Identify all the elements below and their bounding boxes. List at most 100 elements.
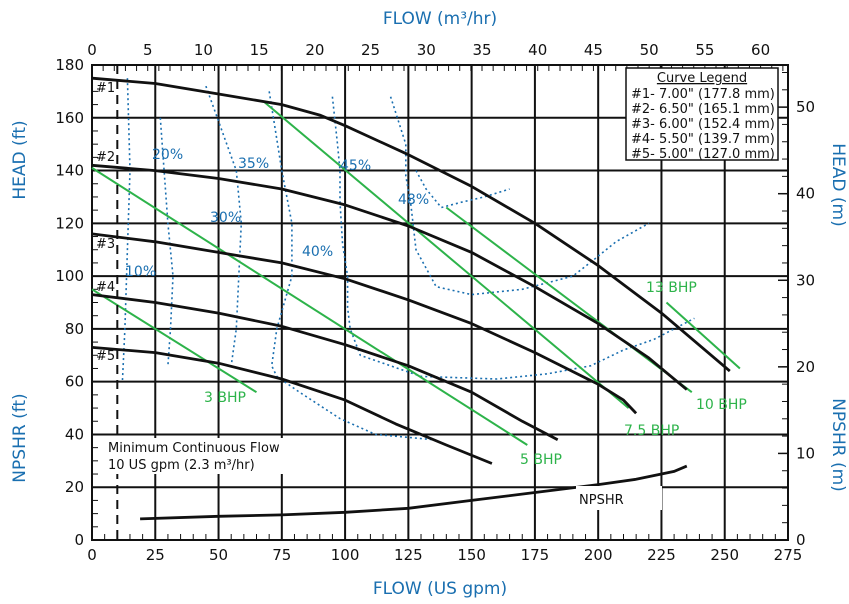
npshr-curve-label: NPSHR	[579, 493, 624, 508]
y-tick-label: 60	[65, 373, 84, 391]
y-tick-label: 0	[74, 531, 84, 549]
impeller-curve	[91, 163, 688, 391]
bhp-line	[91, 288, 258, 394]
legend-entry-4: #4- 5.50" (139.7 mm)	[631, 132, 775, 147]
chart-labels: 0 25 50 75 100 125 150 175 200 225 250 275020406080…	[55, 41, 815, 564]
efficiency-contour	[415, 170, 510, 209]
legend-title: Curve Legend	[657, 71, 747, 86]
x-tick-label: 0	[87, 546, 97, 564]
x-tick-label: 225	[647, 546, 676, 564]
x-top-tick-label: 0	[87, 41, 97, 59]
efficiency-contour	[121, 78, 131, 382]
x-top-tick-label: 30	[417, 41, 436, 59]
impeller-label-3: #3	[96, 237, 115, 252]
y-right-tick-label: 0	[796, 531, 806, 549]
x-tick-label: 50	[209, 546, 228, 564]
min-flow-note-line1: Minimum Continuous Flow	[108, 441, 280, 456]
curve-legend: Curve Legend #1- 7.00" (177.8 mm) #2- 6.…	[625, 67, 779, 162]
x-top-tick-label: 5	[143, 41, 153, 59]
impeller-label-2: #2	[96, 150, 115, 165]
efficiency-contours	[121, 78, 695, 441]
npshr-label-bg	[576, 486, 662, 510]
y-tick-label: 80	[65, 320, 84, 338]
y-tick-label: 120	[55, 214, 84, 232]
x-top-tick-label: 35	[472, 41, 491, 59]
efficiency-contour	[268, 91, 434, 441]
minor-ticks	[91, 64, 789, 541]
x-tick-label: 75	[272, 546, 291, 564]
min-flow-note-bg	[104, 438, 294, 474]
y-tick-label: 160	[55, 109, 84, 127]
legend-entry-1: #1- 7.00" (177.8 mm)	[631, 87, 775, 102]
y-tick-label: 20	[65, 478, 84, 496]
x-tick-label: 25	[146, 546, 165, 564]
impeller-curve	[91, 232, 638, 415]
impeller-label-1: #1	[96, 81, 115, 96]
y-axis-title-right-head: HEAD (m)	[828, 143, 848, 226]
y-tick-label: 100	[55, 267, 84, 285]
bhp-line	[91, 167, 528, 446]
y-right-tick-label: 40	[796, 185, 815, 203]
x-tick-label: 200	[584, 546, 613, 564]
legend-entry-3: #3- 6.00" (152.4 mm)	[631, 117, 775, 132]
bhp-label-5: 5 BHP	[520, 452, 562, 468]
eff-label-20: 20%	[152, 147, 183, 163]
x-axis-title-bottom: FLOW (US gpm)	[373, 579, 507, 599]
y-right-tick-label: 20	[796, 358, 815, 376]
legend-entry-2: #2- 6.50" (165.1 mm)	[631, 102, 775, 117]
y-tick-label: 40	[65, 425, 84, 443]
y-right-tick-label: 50	[796, 98, 815, 116]
x-top-tick-label: 55	[695, 41, 714, 59]
y-axis-title-left-npshr: NPSHR (ft)	[10, 393, 30, 482]
efficiency-contour	[389, 96, 650, 296]
bhp-line	[665, 301, 741, 370]
impeller-curve	[91, 293, 559, 441]
y-tick-label: 180	[55, 56, 84, 74]
bhp-label-3: 3 BHP	[204, 390, 246, 406]
legend-box	[625, 67, 779, 161]
y-right-tick-label: 30	[796, 271, 815, 289]
eff-label-48: 48%	[398, 192, 429, 208]
x-top-tick-label: 20	[305, 41, 324, 59]
eff-label-45: 45%	[340, 158, 371, 174]
x-top-tick-label: 60	[751, 41, 770, 59]
y-tick-label: 140	[55, 162, 84, 180]
x-top-tick-label: 25	[361, 41, 380, 59]
bhp-label-10: 10 BHP	[696, 397, 747, 413]
grid	[91, 64, 789, 541]
x-tick-label: 275	[774, 546, 803, 564]
x-tick-label: 175	[521, 546, 550, 564]
eff-label-35: 35%	[238, 156, 269, 172]
x-top-tick-label: 40	[528, 41, 547, 59]
npshr-curve	[140, 464, 688, 521]
legend-entry-5: #5- 5.00" (127.0 mm)	[631, 147, 775, 162]
min-flow-note-line2: 10 US gpm (2.3 m³/hr)	[108, 458, 255, 473]
npshr-curve-group	[140, 464, 688, 521]
eff-label-40: 40%	[302, 244, 333, 260]
x-axis-title-top: FLOW (m³/hr)	[383, 9, 497, 29]
impeller-curve	[91, 346, 493, 465]
x-top-tick-label: 45	[584, 41, 603, 59]
x-top-tick-label: 15	[250, 41, 269, 59]
efficiency-contour	[159, 117, 174, 366]
x-tick-label: 125	[394, 546, 423, 564]
y-right-tick-label: 10	[796, 444, 815, 462]
x-top-tick-label: 50	[640, 41, 659, 59]
bhp-line	[263, 101, 630, 409]
impeller-curves	[91, 76, 731, 465]
x-tick-label: 250	[710, 546, 739, 564]
y-axis-title-left-head: HEAD (ft)	[10, 120, 30, 199]
efficiency-contour	[331, 96, 695, 380]
eff-label-30: 30%	[210, 210, 241, 226]
impeller-label-4: #4	[96, 280, 115, 295]
bhp-label-7_5: 7.5 BHP	[624, 423, 679, 439]
y-axis-title-right-npshr: NPSHR (m)	[828, 398, 848, 492]
bhp-label-13: 13 BHP	[646, 280, 697, 296]
impeller-curve	[91, 76, 731, 373]
x-tick-label: 150	[457, 546, 486, 564]
x-tick-label: 100	[331, 546, 360, 564]
eff-label-10: 10%	[125, 264, 156, 280]
impeller-label-5: #5	[96, 349, 115, 364]
x-top-tick-label: 10	[194, 41, 213, 59]
